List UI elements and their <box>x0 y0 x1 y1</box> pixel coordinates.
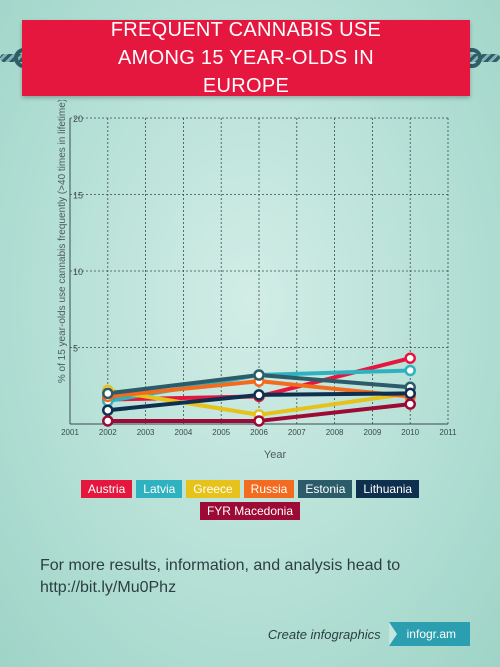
x-tick-label: 2007 <box>288 428 306 437</box>
chart-legend: Austria Latvia Greece Russia Estonia Lithuani… <box>40 480 460 520</box>
data-point-estonia <box>102 387 114 400</box>
x-axis-title: Year <box>264 449 287 461</box>
y-tick-label: 20 <box>73 114 83 124</box>
data-point-latvia <box>404 364 416 377</box>
y-tick-label: 10 <box>73 267 83 277</box>
legend-item-fyr-macedonia[interactable]: FYR Macedonia <box>199 502 301 520</box>
x-tick-label: 2003 <box>137 428 155 437</box>
x-tick-label: 2008 <box>326 428 344 437</box>
x-tick-label: 2010 <box>401 428 419 437</box>
x-tick-label: 2004 <box>175 428 193 437</box>
data-point-austria <box>404 352 416 364</box>
source-text: For more results, information, and analy… <box>40 557 401 596</box>
data-point-lithuania <box>102 404 114 416</box>
y-tick-label: 5 <box>73 344 78 354</box>
title-banner: FREQUENT CANNABIS USE AMONG 15 YEAR-OLDS… <box>22 19 470 97</box>
rope-left <box>0 54 26 62</box>
x-tick-label: 2011 <box>439 428 457 437</box>
legend-item-lithuania[interactable]: Lithuania <box>356 480 420 498</box>
create-infographics-link[interactable]: Create infographics <box>267 626 381 642</box>
legend-item-russia[interactable]: Russia <box>243 480 295 498</box>
x-tick-label: 2001 <box>61 428 79 437</box>
data-point-lithuania <box>404 387 416 400</box>
x-tick-label: 2009 <box>364 428 382 437</box>
legend-item-austria[interactable]: Austria <box>80 480 133 498</box>
footer: Create infographics infogr.am <box>268 622 470 646</box>
legend-item-estonia[interactable]: Estonia <box>298 480 353 498</box>
x-tick-label: 2002 <box>99 428 117 437</box>
data-point-fyr-macedonia <box>404 398 416 410</box>
legend-item-latvia[interactable]: Latvia <box>136 480 183 498</box>
x-tick-label: 2005 <box>212 428 230 437</box>
x-tick-label: 2006 <box>250 428 268 437</box>
data-point-lithuania <box>253 389 265 401</box>
brand-badge[interactable]: infogr.am <box>388 622 470 646</box>
y-axis-title: % of 15 year-olds use cannabis frequentl… <box>57 100 68 383</box>
page-title: FREQUENT CANNABIS USE AMONG 15 YEAR-OLDS… <box>110 19 382 97</box>
legend-item-greece[interactable]: Greece <box>186 480 240 498</box>
y-tick-label: 15 <box>73 191 83 201</box>
data-point-estonia <box>253 369 265 381</box>
data-point-fyr-macedonia <box>102 415 114 427</box>
line-chart: 5 10 15 20 2001 2002 2003 2004 2005 2006 2007 2008 2… <box>57 100 457 461</box>
rope-right <box>466 54 500 62</box>
data-point-fyr-macedonia <box>253 415 265 427</box>
